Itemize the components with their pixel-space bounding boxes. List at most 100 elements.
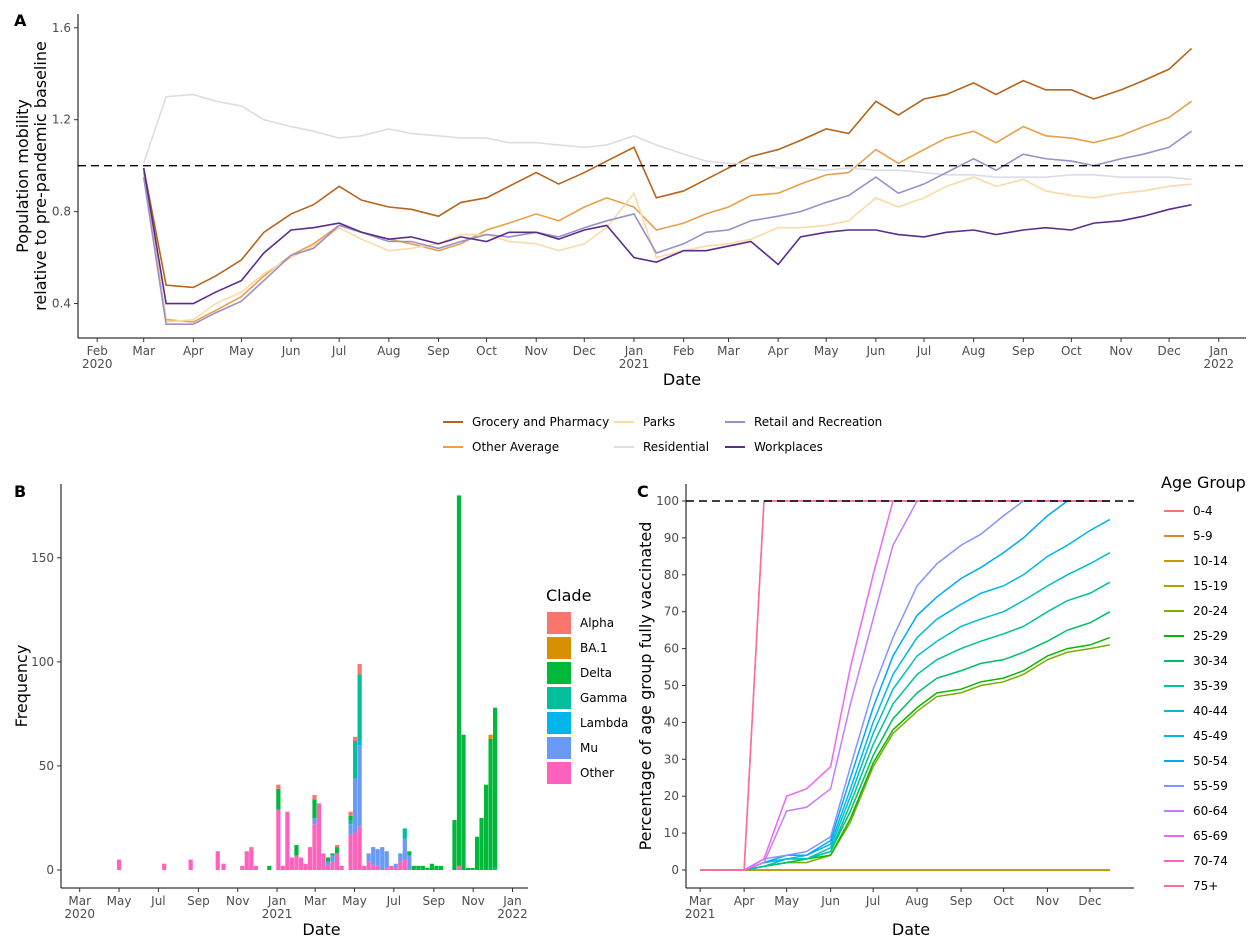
bar-segment-delta (294, 845, 299, 856)
y-axis-title-line: Population mobility (13, 99, 32, 253)
bar-segment-delta (429, 863, 434, 870)
bar-segment-delta (425, 867, 430, 870)
legend-label: 35-39 (1193, 679, 1228, 693)
panel-c-vaccination-chart: C 0 10 20 30 40 50 60 70 80 90 100 Mar 2021 Apr May Jun J… (636, 482, 1134, 938)
bar-segment-delta (470, 867, 475, 870)
x-tick-label-line: Aug (905, 894, 928, 908)
bar-segment-delta (483, 784, 489, 870)
x-axis-title: Date (302, 920, 340, 938)
x-tick-label-line: Nov (461, 894, 484, 908)
legend-label: 50-54 (1193, 754, 1228, 768)
legend-label: Parks (643, 415, 675, 429)
bar-segment-other (353, 832, 358, 870)
series-line-workplaces (142, 167, 1192, 305)
bar-segment-alpha (276, 784, 281, 789)
x-tick-label: Aug (905, 894, 928, 908)
y-tick-label: 0 (671, 863, 679, 877)
legend-label: 25-29 (1193, 629, 1228, 643)
x-tick-label: Jan 2022 (1203, 344, 1234, 371)
legend-label: Other Average (472, 440, 559, 454)
x-tick-label-line: Dec (1078, 894, 1101, 908)
x-tick-label-line: Jul (331, 344, 346, 358)
x-tick-label-line: Sep (427, 344, 450, 358)
x-tick-label-line: 2020 (64, 907, 95, 921)
x-tick-label-line: 2021 (685, 907, 716, 921)
x-tick-label: Jul (916, 344, 931, 358)
bar-segment-mu (380, 847, 385, 870)
x-tick-label-line: Jun (866, 344, 886, 358)
y-tick-label: 80 (664, 568, 679, 582)
x-tick-label-line: Feb (673, 344, 694, 358)
legend-swatch (547, 637, 571, 659)
panel-a-legend: Grocery and Pharmacy Other Average Parks Re… (443, 415, 882, 454)
series-line-age-40-44 (700, 552, 1111, 871)
legend-swatch (547, 662, 571, 684)
x-tick-label-line: Jul (865, 894, 880, 908)
bar-segment-other (334, 853, 340, 870)
y-tick-label: 40 (664, 715, 679, 729)
x-tick-label: Jun (866, 344, 886, 358)
legend-label: Residential (643, 440, 709, 454)
bar-segment-delta (461, 734, 466, 870)
x-tick-label-line: May (342, 894, 367, 908)
y-tick-label: 10 (664, 826, 679, 840)
x-tick-label-line: Mar (304, 894, 327, 908)
bar-segment-delta (334, 847, 340, 854)
x-tick-label: Jul (150, 894, 165, 908)
bar-segment-delta (465, 867, 471, 870)
x-tick-label: Apr (768, 344, 789, 358)
bar-segment-gamma (353, 740, 358, 779)
bar-segment-gamma (493, 867, 498, 870)
bar-segment-mu (375, 849, 380, 866)
bar-segment-mu (384, 851, 389, 868)
x-tick-label-line: 2021 (262, 907, 293, 921)
legend-label: 45-49 (1193, 729, 1228, 743)
bar-segment-other (456, 865, 462, 870)
x-tick-label-line: Jan (624, 344, 644, 358)
bar-segment-delta (312, 799, 317, 818)
bar-segment-other (316, 803, 322, 870)
panel-c-label: C (637, 482, 649, 501)
x-tick-label-line: Dec (1157, 344, 1180, 358)
x-tick-label-line: Jun (281, 344, 301, 358)
bar-segment-other (339, 865, 344, 870)
series-line-age-75plus (700, 500, 1110, 871)
x-tick-label-line: Mar (717, 344, 740, 358)
x-tick-label-line: Mar (68, 894, 91, 908)
x-tick-label-line: Apr (768, 344, 789, 358)
x-axis-title: Date (892, 920, 930, 938)
bar-segment-delta (276, 788, 281, 810)
x-tick-label-line: Apr (734, 894, 755, 908)
x-tick-label: May (342, 894, 367, 908)
legend-label: Gamma (580, 691, 627, 705)
legend-title: Clade (546, 586, 591, 605)
bar-segment-mu (330, 855, 335, 862)
bar-segment-other (307, 847, 313, 870)
legend-swatch (547, 737, 571, 759)
x-tick-label: Oct (1061, 344, 1082, 358)
bar-segment-other (285, 811, 290, 870)
bar-segment-delta (325, 857, 331, 862)
y-tick-label: 0.4 (52, 297, 71, 311)
x-tick-label-line: Nov (1036, 894, 1059, 908)
bar-segment-mu (357, 745, 362, 827)
x-tick-label: Jan 2021 (262, 894, 293, 921)
x-tick-label-line: 2020 (82, 357, 113, 371)
bar-segment-delta (456, 495, 462, 866)
bar-segment-gamma (357, 674, 362, 741)
legend-title: Age Group (1161, 473, 1246, 492)
x-axis-title: Date (663, 370, 701, 389)
bar-segment-delta (488, 738, 493, 870)
bar-segment-other (402, 859, 407, 870)
y-tick-label: 0 (46, 863, 54, 877)
legend-label: 65-69 (1193, 829, 1228, 843)
legend-label: 0-4 (1193, 504, 1213, 518)
bar-segment-other (393, 867, 398, 870)
x-tick-label: Jan 2022 (497, 894, 528, 921)
x-tick-label-line: May (774, 894, 799, 908)
x-tick-label: Mar 2021 (685, 894, 716, 921)
bar-segment-alpha (348, 811, 353, 816)
x-tick-label: Mar (132, 344, 155, 358)
